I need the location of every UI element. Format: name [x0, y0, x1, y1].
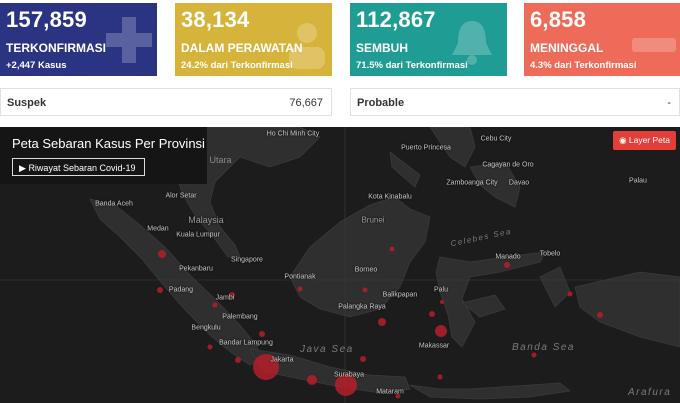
city-ho-chi-minh: Ho Chi Minh City — [266, 130, 320, 138]
play-icon: ▶ — [19, 163, 26, 173]
province-map[interactable]: Sumatera Utara Ho Chi Minh City Cebu Cit… — [0, 127, 680, 403]
treated-sub: 24.2% dari Terkonfirmasi — [181, 60, 293, 71]
region-brunei: Brunei — [361, 215, 385, 225]
city-padang: Padang — [168, 286, 194, 294]
layer-map-button[interactable]: ◉ Layer Peta — [613, 131, 676, 150]
sea-banda: Banda Sea — [512, 342, 575, 353]
recovered-card: 112,867 SEMBUH 71.5% dari Terkonfirmasi — [350, 3, 507, 76]
history-button-label: Riwayat Sebaran Covid-19 — [28, 163, 136, 173]
suspect-value: 76,667 — [289, 97, 323, 109]
confirmed-card: 157,859 TERKONFIRMASI +2,447 Kasus — [0, 3, 157, 76]
probable-label: Probable — [357, 97, 405, 109]
city-cebu: Cebu City — [480, 135, 512, 143]
confirmed-count: 157,859 — [6, 7, 87, 32]
recovered-sub: 71.5% dari Terkonfirmasi — [356, 60, 468, 71]
city-palau: Palau — [629, 177, 647, 185]
sea-java: Java Sea — [300, 344, 354, 355]
treated-card: 38,134 DALAM PERAWATAN 24.2% dari Terkon… — [175, 3, 332, 76]
city-zamboanga: Zamboanga City — [446, 179, 498, 187]
deaths-label: MENINGGAL — [530, 41, 604, 55]
city-tobelo: Tobelo — [539, 250, 561, 258]
deaths-sub: 4.3% dari Terkonfirmasi — [530, 60, 637, 71]
region-borneo: Borneo — [354, 266, 378, 274]
map-title: Peta Sebaran Kasus Per Provinsi — [12, 136, 205, 151]
city-balikpapan: Balikpapan — [382, 291, 418, 299]
city-palembang: Palembang — [222, 313, 258, 321]
region-malaysia: Malaysia — [188, 215, 224, 225]
recovered-count: 112,867 — [356, 7, 436, 32]
city-pekanbaru: Pekanbaru — [179, 265, 213, 273]
city-cagayan: Cagayan de Oro — [482, 161, 534, 169]
plus-icon — [106, 17, 152, 63]
city-palangka-raya: Palangka Raya — [338, 303, 386, 311]
city-kota-kinabalu: Kota Kinabalu — [368, 193, 412, 201]
city-alor-setar: Alor Setar — [165, 192, 197, 200]
suspect-label: Suspek — [7, 97, 47, 109]
city-makassar: Makassar — [418, 342, 450, 350]
city-pontianak: Pontianak — [284, 273, 316, 281]
deaths-card: 6,858 MENINGGAL 4.3% dari Terkonfirmasi — [524, 3, 680, 76]
suspect-row: Suspek 76,667 — [0, 88, 332, 116]
deaths-count: 6,858 — [530, 7, 587, 32]
history-button[interactable]: ▶ Riwayat Sebaran Covid-19 — [12, 158, 145, 176]
treated-count: 38,134 — [181, 7, 250, 32]
city-bandar-lampung: Bandar Lampung — [219, 339, 273, 347]
city-jakarta: Jakarta — [270, 356, 294, 364]
city-banda-aceh: Banda Aceh — [95, 200, 133, 208]
city-medan: Medan — [147, 225, 169, 233]
bell-icon — [452, 21, 492, 65]
minus-icon — [632, 38, 676, 52]
layers-icon: ◉ — [619, 135, 627, 145]
map-title-panel: Peta Sebaran Kasus Per Provinsi ▶ Riwaya… — [0, 127, 207, 184]
patient-icon — [289, 23, 325, 69]
layer-button-label: Layer Peta — [628, 135, 670, 145]
treated-label: DALAM PERAWATAN — [181, 41, 303, 55]
city-surabaya: Surabaya — [334, 371, 364, 379]
city-manado: Manado — [495, 253, 521, 261]
city-palu: Palu — [433, 286, 449, 294]
confirmed-label: TERKONFIRMASI — [6, 41, 106, 55]
recovered-label: SEMBUH — [356, 41, 409, 55]
city-mataram: Mataram — [376, 388, 404, 396]
city-davao: Davao — [508, 179, 530, 187]
confirmed-sub: +2,447 Kasus — [6, 60, 67, 71]
sea-arafura: Arafura — [628, 387, 672, 398]
probable-row: Probable - — [350, 88, 680, 116]
probable-value: - — [667, 97, 671, 109]
city-kuala-lumpur: Kuala Lumpur — [176, 231, 220, 239]
city-puerto-princesa: Puerto Princesa — [401, 144, 451, 152]
city-jambi: Jambi — [215, 294, 235, 302]
city-singapore: Singapore — [231, 256, 263, 264]
city-bengkulu: Bengkulu — [191, 324, 221, 332]
